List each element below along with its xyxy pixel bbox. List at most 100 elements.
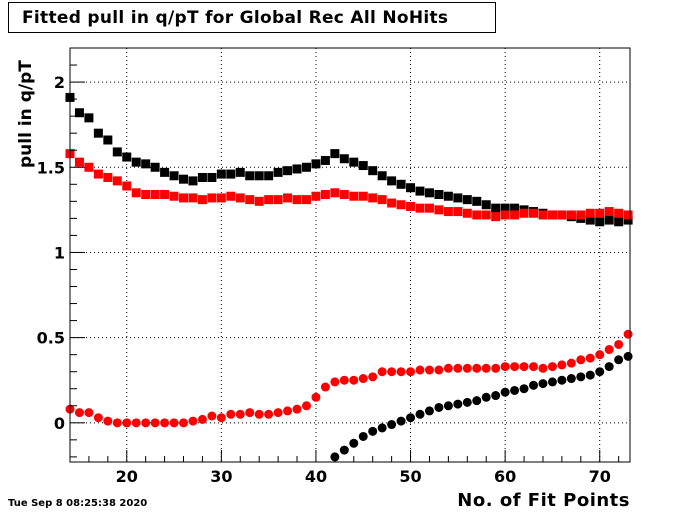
data-point-square <box>406 201 416 211</box>
data-point-square <box>179 193 189 203</box>
data-point-square <box>273 195 283 205</box>
data-point-square <box>377 195 387 205</box>
data-point-square <box>462 208 472 218</box>
data-point-square <box>254 196 264 206</box>
data-point-square <box>160 167 170 177</box>
data-point-circle <box>443 363 453 373</box>
data-point-circle <box>245 408 255 418</box>
data-point-square <box>84 162 94 172</box>
chart-title-box: Fitted pull in q/pT for Global Rec All N… <box>8 2 496 33</box>
x-tick-label: 20 <box>116 467 138 486</box>
data-point-square <box>311 159 321 169</box>
data-point-square <box>188 193 198 203</box>
data-point-square <box>235 167 245 177</box>
data-point-square <box>566 210 576 220</box>
data-point-circle <box>301 401 311 411</box>
data-point-square <box>292 164 302 174</box>
data-point-square <box>339 190 349 200</box>
data-point-circle <box>283 406 293 416</box>
data-point-square <box>339 154 349 164</box>
data-point-circle <box>500 387 510 397</box>
plot-frame <box>69 47 631 463</box>
data-point-circle <box>150 418 160 428</box>
data-point-square <box>112 147 122 157</box>
data-point-circle <box>112 418 122 428</box>
data-point-square <box>481 210 491 220</box>
data-point-square <box>320 155 330 165</box>
data-markers <box>65 92 633 462</box>
data-point-square <box>301 162 311 172</box>
data-point-circle <box>179 418 189 428</box>
data-point-square <box>245 195 255 205</box>
data-point-square <box>112 176 122 186</box>
data-point-square <box>424 203 434 213</box>
data-point-square <box>462 195 472 205</box>
data-point-circle <box>566 374 576 384</box>
data-point-circle <box>131 418 141 428</box>
data-point-circle <box>604 345 614 355</box>
data-point-square <box>283 193 293 203</box>
data-point-circle <box>349 375 359 385</box>
data-point-square <box>169 171 179 181</box>
data-point-square <box>387 198 397 208</box>
data-point-circle <box>160 418 170 428</box>
data-point-circle <box>406 413 416 423</box>
data-point-circle <box>424 365 434 375</box>
data-point-circle <box>491 363 501 373</box>
data-point-square <box>623 215 633 225</box>
data-point-circle <box>273 408 283 418</box>
data-point-circle <box>604 362 614 372</box>
data-point-square <box>216 193 226 203</box>
data-point-square <box>330 188 340 198</box>
data-point-square <box>453 193 463 203</box>
data-point-square <box>443 191 453 201</box>
data-point-circle <box>453 363 463 373</box>
data-point-square <box>557 210 567 220</box>
data-point-circle <box>547 377 557 387</box>
data-point-circle <box>235 409 245 419</box>
data-point-circle <box>396 416 406 426</box>
data-point-circle <box>434 365 444 375</box>
x-tick-label: 60 <box>494 467 516 486</box>
data-point-square <box>103 135 113 145</box>
data-point-square <box>510 203 520 213</box>
data-point-square <box>510 210 520 220</box>
data-point-square <box>585 215 595 225</box>
data-point-square <box>301 195 311 205</box>
data-point-square <box>349 191 359 201</box>
data-point-square <box>283 166 293 176</box>
data-point-square <box>207 193 217 203</box>
data-point-square <box>585 208 595 218</box>
data-point-square <box>500 203 510 213</box>
data-point-circle <box>311 392 321 402</box>
y-tick-label: 2 <box>54 73 65 92</box>
data-point-square <box>491 203 501 213</box>
data-point-circle <box>424 406 434 416</box>
x-axis-label: No. of Fit Points <box>457 490 630 511</box>
data-point-square <box>368 193 378 203</box>
data-point-circle <box>339 445 349 455</box>
data-point-circle <box>614 355 624 365</box>
data-point-square <box>330 149 340 159</box>
data-point-circle <box>387 420 397 430</box>
chart-title: Fitted pull in q/pT for Global Rec All N… <box>22 8 449 28</box>
data-point-circle <box>122 418 132 428</box>
data-point-circle <box>547 362 557 372</box>
data-point-circle <box>472 396 482 406</box>
data-point-circle <box>396 367 406 377</box>
data-point-circle <box>320 382 330 392</box>
data-point-circle <box>566 358 576 368</box>
data-point-circle <box>453 399 463 409</box>
data-point-square <box>254 171 264 181</box>
data-point-circle <box>576 355 586 365</box>
data-point-circle <box>254 409 264 419</box>
data-point-square <box>424 188 434 198</box>
data-point-circle <box>538 363 548 373</box>
data-point-square <box>122 152 132 162</box>
y-axis-label: pull in q/pT <box>16 60 36 168</box>
data-point-square <box>434 190 444 200</box>
data-point-circle <box>377 423 387 433</box>
data-point-square <box>604 215 614 225</box>
data-point-circle <box>368 372 378 382</box>
data-point-square <box>245 171 255 181</box>
